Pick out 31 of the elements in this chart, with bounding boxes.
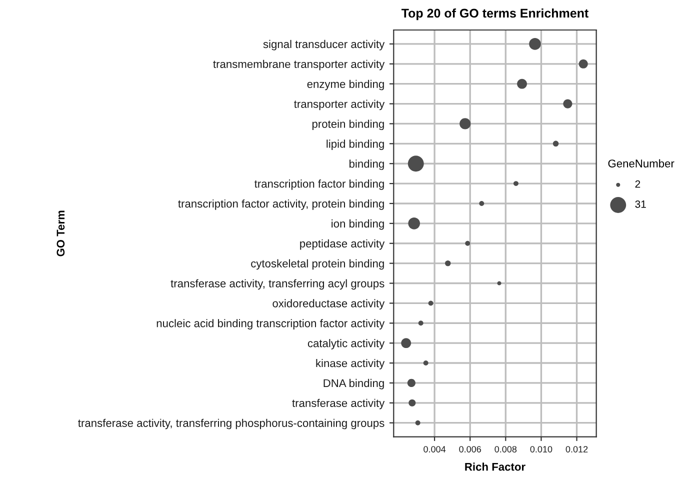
chart-title: Top 20 of GO terms Enrichment: [401, 8, 588, 20]
x-axis-title: Rich Factor: [465, 462, 526, 471]
y-tick-label: protein binding: [312, 120, 384, 130]
y-tick-label: binding: [350, 160, 384, 170]
y-tick-label: transferase activity: [292, 398, 385, 410]
y-tick-label: peptidase activity: [300, 239, 385, 250]
x-tick-label: 0.012: [566, 446, 588, 452]
legend-label: 2: [635, 180, 640, 188]
y-tick-label: catalytic activity: [308, 339, 385, 350]
y-tick-label: transcription factor binding: [254, 180, 384, 190]
y-axis-title: GO Term: [56, 210, 65, 256]
x-tick-label: 0.004: [424, 446, 446, 452]
y-tick-label: transferase activity, transferring phosphorus-containing groups: [78, 418, 384, 430]
y-tick-label: nucleic acid binding transcription factor activity: [156, 319, 385, 330]
y-tick-label: transferase activity, transferring acyl groups: [170, 279, 384, 290]
y-tick-label: DNA binding: [324, 378, 384, 390]
y-tick-label: lipid binding: [326, 140, 384, 150]
x-tick-label: 0.008: [494, 446, 517, 452]
y-tick-label: transcription factor activity, protein binding: [178, 199, 384, 210]
y-tick-label: kinase activity: [316, 358, 385, 370]
y-tick-label: oxidoreductase activity: [272, 299, 385, 310]
y-tick-label: transmembrane transporter activity: [213, 60, 385, 70]
y-tick-label: transporter activity: [294, 100, 385, 110]
y-tick-label: enzyme binding: [307, 80, 384, 90]
y-tick-label: signal transducer activity: [263, 40, 385, 50]
x-tick-label: 0.006: [459, 446, 481, 452]
y-tick-label: ion binding: [332, 219, 384, 230]
x-tick-label: 0.010: [530, 446, 552, 452]
legend-label: 31: [635, 200, 646, 208]
y-tick-label: cytoskeletal protein binding: [251, 259, 384, 270]
legend-title: GeneNumber: [608, 159, 674, 168]
